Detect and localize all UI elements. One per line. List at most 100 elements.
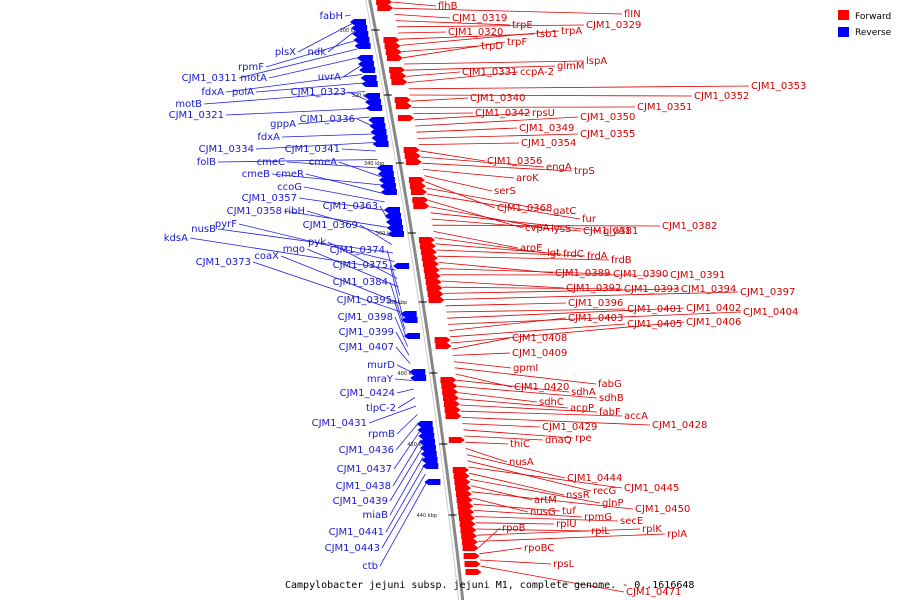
forward-gene-label: CJM1_0355 [580,129,635,140]
forward-feature [457,503,474,509]
forward-connector [409,94,693,97]
forward-connector [477,533,666,542]
reverse-feature [421,457,438,463]
forward-gene-label: frdB [611,255,632,266]
forward-gene-label: artM [534,495,557,506]
reverse-connector [386,249,401,296]
forward-gene-label: CJM1_0352 [694,91,749,102]
reverse-feature [354,43,371,49]
reverse-gene-label: tlpC-2 [366,403,396,414]
reverse-gene-label: fdxA [201,87,224,98]
forward-connector [426,187,552,212]
forward-connector [399,33,535,40]
reverse-feature [418,433,435,439]
forward-connector [446,308,626,313]
reverse-gene-label: CJM1_0357 [242,193,297,204]
reverse-connector [303,186,385,203]
forward-feature [408,177,425,183]
forward-feature [376,0,393,5]
forward-connector [451,337,511,350]
forward-gene-label: accA [624,411,648,422]
forward-connector [449,317,567,331]
reverse-connector [356,118,372,126]
forward-gene-label: sdhA [571,387,596,398]
forward-feature [461,533,478,539]
forward-feature [420,249,437,255]
legend-forward-swatch [838,10,849,20]
forward-connector [450,321,685,344]
reverse-feature [383,207,400,213]
forward-connector [452,352,511,356]
forward-feature [460,527,477,533]
reverse-gene-label: rpmB [368,429,395,440]
reverse-connector [393,431,421,470]
forward-connector [445,302,567,307]
reverse-connector [281,133,373,138]
reverse-connector [238,223,395,262]
forward-feature [464,561,481,567]
reverse-features [350,19,441,485]
forward-gene-label: CJM1_0331 [462,67,517,78]
forward-connector [413,112,474,114]
genome-caption: Campylobacter jejuni subsp. jejuni M1, c… [285,580,694,591]
tick-label: 380 kbp [387,300,407,306]
forward-gene-label: trpF [507,37,527,48]
forward-connector [434,237,546,254]
reverse-gene-label: CJM1_0436 [339,445,394,456]
forward-gene-label: trpD [481,41,503,52]
reverse-feature [409,369,426,375]
forward-connector [475,522,555,525]
reverse-feature [420,451,437,457]
forward-gene-label: CJM1_0444 [567,473,622,484]
reverse-connector [268,57,359,79]
forward-feature [405,159,422,165]
reverse-gene-label: CJM1_0341 [285,144,340,155]
forward-connector [465,448,508,463]
reverse-gene-label: CJM1_0363 [323,201,378,212]
forward-connector [406,71,461,77]
reverse-connector [305,173,384,194]
tick-marks: 300 kbp 320 kbp 340 kbp 360 kbp 380 kbp 400 k… [340,28,457,519]
forward-feature [440,377,457,383]
reverse-connector [368,405,417,424]
forward-gene-label: rpsL [553,559,575,570]
forward-connector [423,169,515,179]
forward-gene-label: gatC [553,206,576,217]
forward-connector [416,127,518,133]
reverse-gene-label: kdsA [164,233,188,244]
forward-connector [465,441,509,445]
reverse-feature [361,81,378,87]
reverse-connector [327,241,398,279]
reverse-connector [379,482,427,567]
forward-gene-label: CJM1_0397 [740,287,795,298]
forward-feature [424,273,441,279]
forward-connector [408,85,750,90]
forward-connector [393,7,623,15]
forward-feature [412,197,429,203]
forward-connector [410,97,469,102]
reverse-gene-label: ribH [284,206,305,217]
reverse-gene-label: miaB [362,510,388,521]
forward-features [376,0,482,575]
reverse-connector [396,414,418,435]
reverse-gene-label: fdxA [257,132,280,143]
reverse-feature [410,375,427,381]
reverse-connector [280,255,402,305]
reverse-gene-label: mraY [367,374,394,385]
forward-gene-label: recG [593,486,616,497]
forward-connector [467,460,592,492]
forward-gene-label: secE [620,516,643,527]
reverse-connector [393,299,407,339]
reverse-gene-label: CJM1_0437 [337,464,392,475]
forward-feature [428,297,445,303]
reverse-feature [372,141,389,147]
forward-connector [395,20,511,26]
reverse-gene-label: CJM1_0439 [333,496,388,507]
forward-connector [424,175,493,192]
reverse-gene-label: CJM1_0395 [337,295,392,306]
reverse-gene-label: CJM1_0373 [196,257,251,268]
reverse-feature [370,129,387,135]
reverse-gene-label: plsX [275,47,296,58]
reverse-feature [400,311,417,317]
forward-feature [443,395,460,401]
